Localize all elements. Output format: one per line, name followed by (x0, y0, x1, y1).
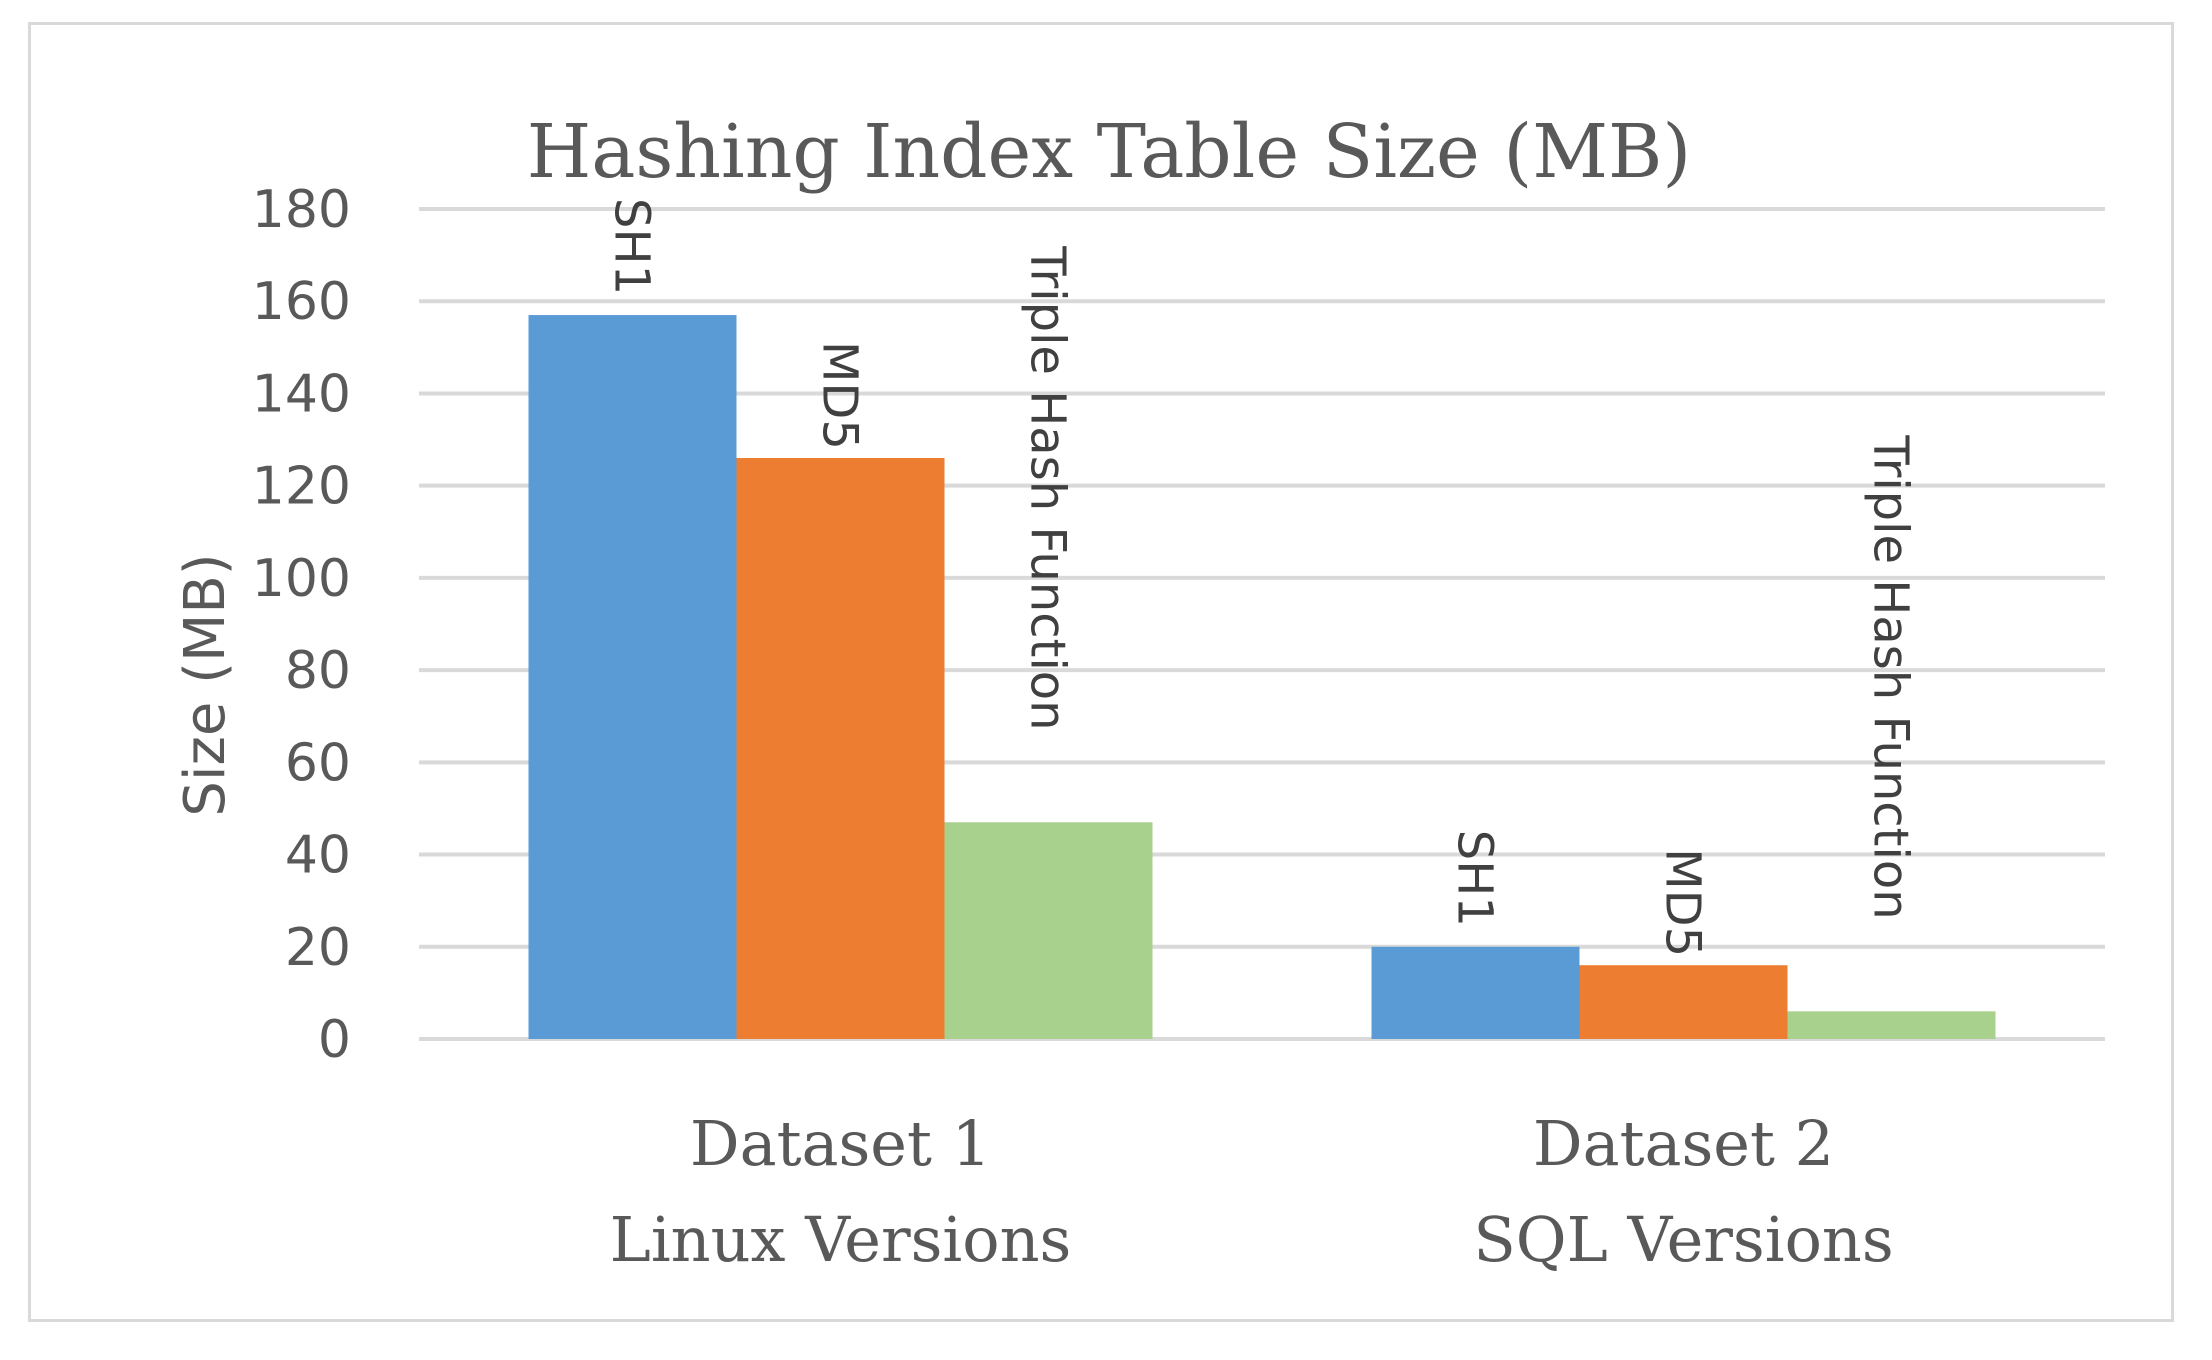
x-category-label: SQL Versions (1473, 1203, 1893, 1276)
y-tick-label: 160 (252, 272, 351, 332)
x-category-label: Dataset 1 (690, 1107, 991, 1180)
y-tick-label: 120 (252, 457, 351, 517)
x-axis-categories: Dataset 1 Linux Versions Dataset 2 SQL Vers… (610, 1107, 1894, 1276)
y-axis-ticks: 0 20 40 60 80 100 120 140 160 180 (252, 180, 351, 1070)
y-tick-label: 0 (318, 1010, 351, 1070)
chart-title: Hashing Index Table Size (MB) (527, 109, 1691, 195)
bar-md5 (736, 458, 945, 1039)
bar-sh1 (528, 315, 737, 1039)
bar-labels: SH1 MD5 Triple Hash Function SH1 MD5 Triple H… (604, 198, 1919, 957)
chart: Hashing Index Table Size (MB) 0 20 40 60 80 1… (173, 109, 2105, 1276)
x-category-label: Dataset 2 (1533, 1107, 1834, 1180)
bar-md5 (1579, 965, 1788, 1039)
bar-triple-hash-function (1787, 1011, 1996, 1039)
bar-data-label: SH1 (604, 198, 660, 295)
bar-data-label: Triple Hash Function (1020, 245, 1076, 730)
bar-data-label: SH1 (1447, 830, 1503, 927)
y-tick-label: 60 (285, 733, 351, 793)
bar-data-label: MD5 (1655, 848, 1711, 957)
chart-frame: Hashing Index Table Size (MB) 0 20 40 60 80 1… (28, 22, 2174, 1322)
y-tick-label: 80 (285, 641, 351, 701)
bar-data-label: MD5 (812, 341, 868, 450)
y-tick-label: 140 (252, 364, 351, 424)
y-tick-label: 20 (285, 918, 351, 978)
x-category-label: Linux Versions (610, 1203, 1072, 1276)
bar-data-label: Triple Hash Function (1863, 434, 1919, 919)
y-tick-label: 100 (252, 549, 351, 609)
bar-triple-hash-function (944, 822, 1153, 1039)
bars (528, 315, 1996, 1039)
bar-sh1 (1371, 946, 1580, 1039)
y-tick-label: 40 (285, 826, 351, 886)
y-axis-label: Size (MB) (173, 553, 238, 816)
y-tick-label: 180 (252, 180, 351, 240)
